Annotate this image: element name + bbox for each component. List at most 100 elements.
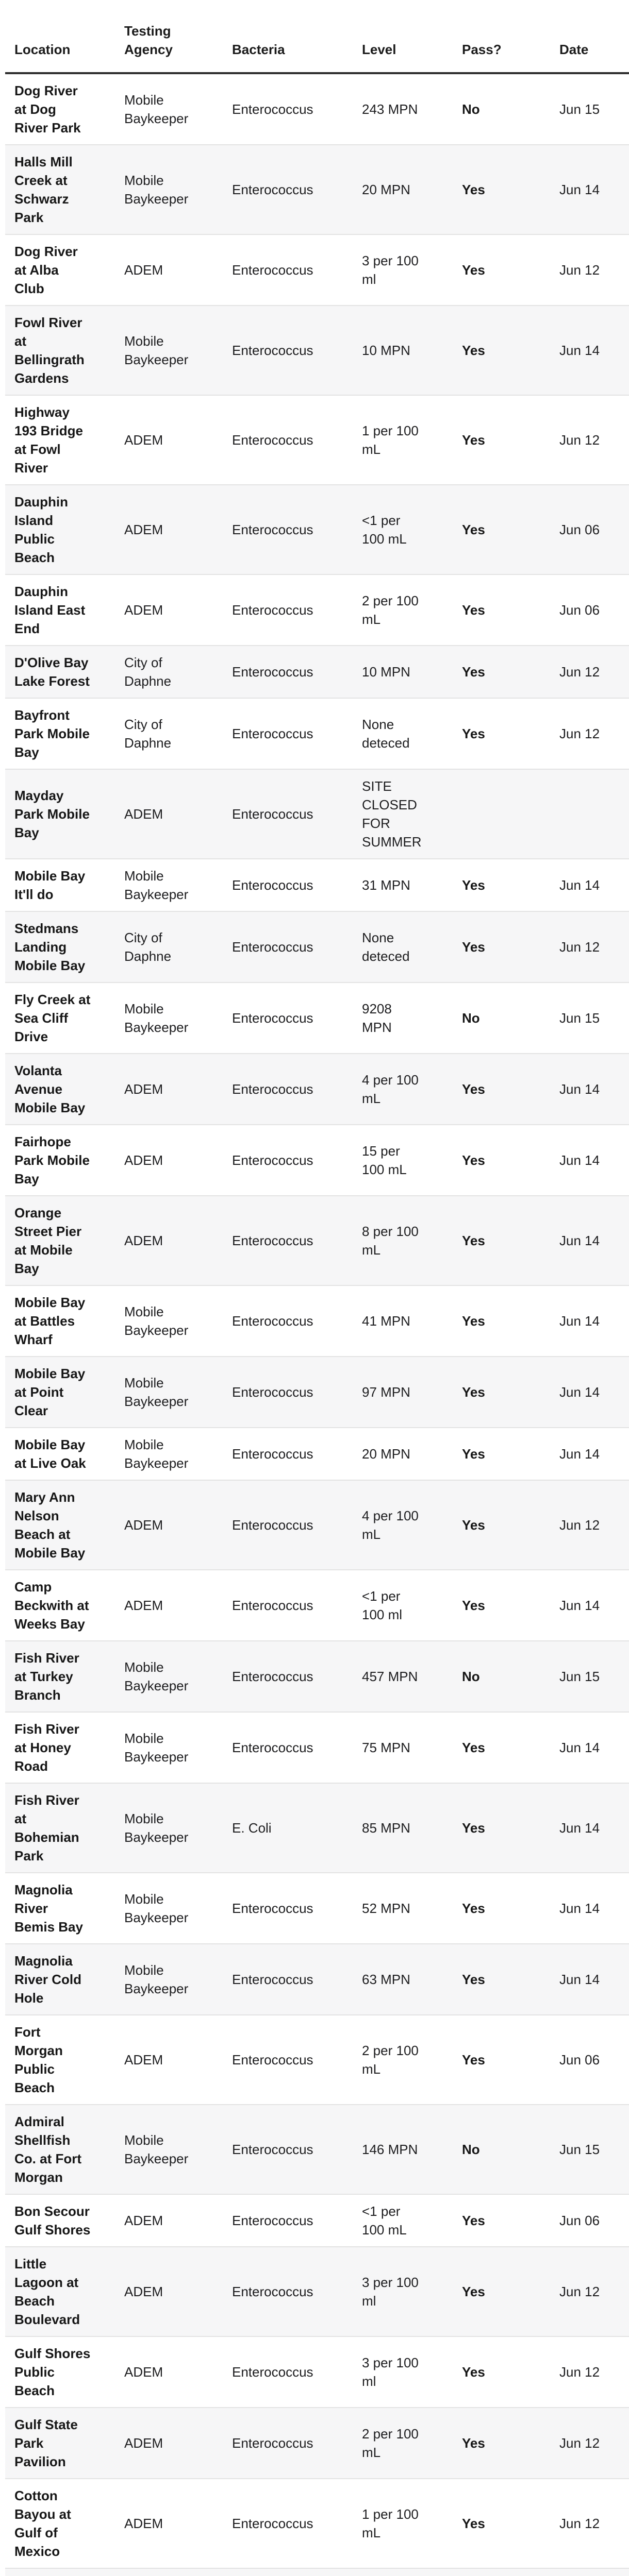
cell-date: [550, 769, 629, 859]
cell-bacteria: Enterococcus: [232, 1081, 313, 1097]
cell-level: 8 per 100 mL: [362, 1224, 419, 1258]
table-row: Fairhope Park Mobile Bay ADEM Enterococcus…: [5, 1125, 629, 1196]
water-quality-table: Location Testing Agency Bacteria Level Pass?…: [5, 0, 629, 2576]
table-row: Highway 193 Bridge at Fowl River ADEM Ente…: [5, 395, 629, 485]
table-row: Mobile Bay It'll do Mobile Baykeeper Enter…: [5, 859, 629, 911]
cell-agency: ADEM: [124, 806, 163, 822]
cell-date: Jun 12: [559, 664, 600, 680]
cell-level: 20 MPN: [362, 182, 410, 197]
cell-agency: ADEM: [124, 2052, 163, 2067]
cell-date: Jun 15: [559, 1010, 600, 1026]
cell-date: Jun 14: [559, 1384, 600, 1400]
cell-bacteria: Enterococcus: [232, 522, 313, 537]
cell-level: <1 per 100 ml: [362, 1588, 403, 1622]
cell-location: Dauphin Island East End: [14, 584, 86, 636]
table-row: Camp Beckwith at Weeks Bay ADEM Enterococc…: [5, 1570, 629, 1641]
table-row: Fort Morgan Public Beach ADEM Enterococcus…: [5, 2015, 629, 2105]
cell-agency: Mobile Baykeeper: [124, 1375, 189, 1409]
table-row: Dog River at Alba Club ADEM Enterococcus 3 …: [5, 234, 629, 306]
cell-agency: ADEM: [124, 2435, 163, 2451]
cell-agency: Mobile Baykeeper: [124, 173, 189, 207]
cell-bacteria: Enterococcus: [232, 2052, 313, 2067]
cell-level: 31 MPN: [362, 877, 410, 893]
table-row: Fish River at Bohemian Park Mobile Baykee…: [5, 1783, 629, 1873]
cell-bacteria: Enterococcus: [232, 2435, 313, 2451]
table-row: Fly Creek at Sea Cliff Drive Mobile Bayke…: [5, 982, 629, 1054]
cell-bacteria: Enterococcus: [232, 2364, 313, 2380]
cell-location: Volanta Avenue Mobile Bay: [14, 1063, 86, 1115]
table-row: Mobile Bay at Battles Wharf Mobile Baykee…: [5, 1285, 629, 1357]
cell-pass: No: [462, 101, 480, 117]
cell-date: Jun 14: [559, 343, 600, 358]
cell-date: Jun 14: [559, 1081, 600, 1097]
cell-bacteria: Enterococcus: [232, 1598, 313, 1613]
cell-agency: ADEM: [115, 2568, 223, 2576]
cell-location: Fish River at Honey Road: [14, 1721, 79, 1774]
cell-bacteria: Enterococcus: [232, 1446, 313, 1462]
table-row: Mary Ann Nelson Beach at Mobile Bay ADEM E…: [5, 1480, 629, 1570]
cell-location: D'Olive Bay Lake Forest: [14, 655, 90, 689]
cell-location: Gulf Shores Public Beach: [14, 2346, 91, 2398]
cell-date: Jun 06: [559, 2052, 600, 2067]
column-header-location: Location: [5, 0, 115, 74]
cell-pass: Yes: [462, 1517, 485, 1533]
cell-level: 15 per 100 mL: [362, 1143, 407, 1177]
cell-location: Fly Creek at Sea Cliff Drive: [14, 992, 91, 1044]
cell-bacteria: Enterococcus: [232, 101, 313, 117]
cell-pass: Yes: [462, 2052, 485, 2067]
cell-level: None deteced: [362, 930, 410, 964]
cell-date: Jun 14: [559, 1153, 600, 1168]
cell-bacteria: Enterococcus: [232, 1517, 313, 1533]
cell-bacteria: Enterococcus: [232, 1233, 313, 1248]
cell-pass: Yes: [462, 1153, 485, 1168]
cell-bacteria: Enterococcus: [232, 2284, 313, 2299]
cell-date: Jun 12: [559, 432, 600, 448]
cell-date: Jun 06: [559, 602, 600, 618]
cell-bacteria: Enterococcus: [232, 602, 313, 618]
cell-agency: ADEM: [124, 602, 163, 618]
cell-level: 4 per 100 mL: [362, 1508, 419, 1542]
cell-date: Jun 14: [559, 182, 600, 197]
cell-pass: No: [462, 1010, 480, 1026]
cell-agency: City of Daphne: [124, 655, 172, 689]
cell-bacteria: E. Coli: [232, 1820, 272, 1836]
cell-pass: Yes: [462, 602, 485, 618]
cell-agency: Mobile Baykeeper: [124, 333, 189, 367]
cell-level: 9208 MPN: [362, 1001, 392, 1035]
cell-location: Magnolia River Cold Hole: [14, 1953, 82, 2006]
cell-date: Jun 12: [559, 939, 600, 955]
cell-level: None deteced: [362, 717, 410, 751]
table-row: Orange Beach at Wolf BayADEMEnterococcus…: [5, 2568, 629, 2576]
cell-date: Jun 15: [559, 101, 600, 117]
cell-bacteria: Enterococcus: [232, 1313, 313, 1329]
cell-pass: Yes: [453, 2568, 550, 2576]
cell-date: Jun 14: [559, 1740, 600, 1755]
table-row: Dauphin Island East End ADEM Enterococcus 2…: [5, 574, 629, 646]
cell-location: Mary Ann Nelson Beach at Mobile Bay: [14, 1489, 86, 1561]
table-row: Halls Mill Creek at Schwarz Park Mobile B…: [5, 145, 629, 234]
cell-level: 97 MPN: [362, 1384, 410, 1400]
cell-level: SITE CLOSED FOR SUMMER: [362, 778, 422, 850]
cell-bacteria: Enterococcus: [232, 182, 313, 197]
cell-location: Dog River at Dog River Park: [14, 83, 81, 135]
cell-location: Orange Street Pier at Mobile Bay: [14, 1205, 82, 1276]
cell-pass: Yes: [462, 2435, 485, 2451]
table-row: Bon Secour Gulf Shores ADEM Enterococcus <1…: [5, 2194, 629, 2247]
table-row: Bayfront Park Mobile Bay City of Daphne En…: [5, 698, 629, 769]
cell-pass: [453, 769, 550, 859]
cell-pass: Yes: [462, 1901, 485, 1916]
table-row: Gulf Shores Public Beach ADEM Enterococcus…: [5, 2336, 629, 2408]
cell-level: 2 per 100 mL: [362, 2043, 419, 2077]
cell-location: Cotton Bayou at Gulf of Mexico: [14, 2488, 71, 2559]
cell-pass: Yes: [462, 2213, 485, 2228]
cell-date: Jun 14: [559, 1233, 600, 1248]
cell-location: Orange Beach at Wolf Bay: [5, 2568, 115, 2576]
table-body: Dog River at Dog River Park Mobile Baykee…: [5, 73, 629, 2576]
cell-bacteria: Enterococcus: [232, 343, 313, 358]
cell-pass: Yes: [462, 1820, 485, 1836]
cell-level: 10 MPN: [362, 343, 410, 358]
cell-level: 85 MPN: [362, 1820, 410, 1836]
cell-date: Jun 14: [550, 2568, 629, 2576]
cell-agency: City of Daphne: [124, 717, 172, 751]
